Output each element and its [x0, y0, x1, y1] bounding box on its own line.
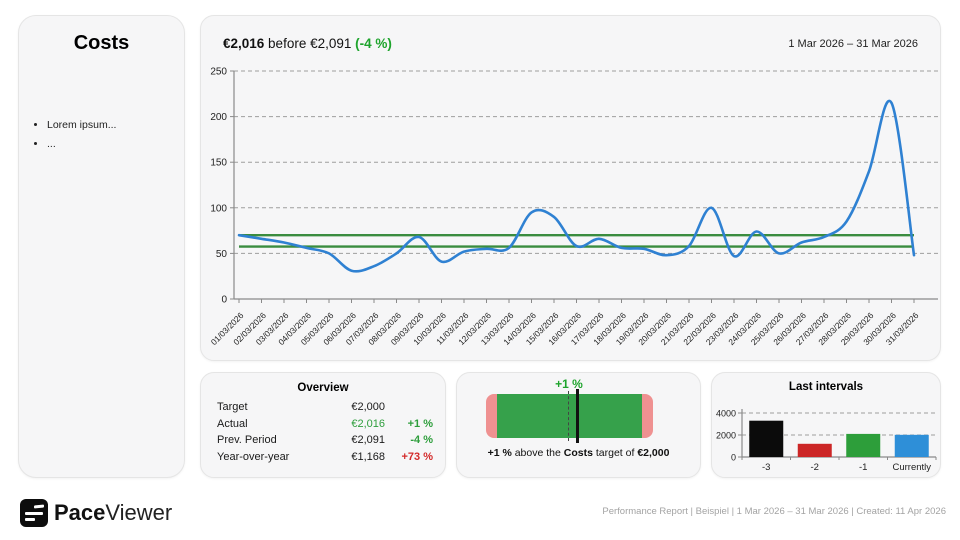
date-range-label: 1 Mar 2026 – 31 Mar 2026: [788, 38, 918, 50]
sidebar-costs-panel: Costs Lorem ipsum... ...: [18, 15, 185, 478]
y-tick-label: 2000: [716, 431, 736, 441]
bullet-item: Lorem ipsum...: [47, 119, 178, 131]
row-pct: +1 %: [407, 417, 433, 430]
gauge-delta-label: +1 %: [555, 377, 583, 391]
last-intervals-bar-chart: 0 2000 4000 -3 -2 -1 Currently: [716, 409, 937, 473]
caption-segment: €2,000: [637, 447, 670, 459]
chart-summary: €2,016 before €2,091 (-4 %): [223, 36, 392, 51]
overview-table: Target €2,000 Actual €2,016 +1 % Prev. P…: [217, 401, 433, 463]
row-value: €2,016: [351, 417, 385, 430]
row-value: €2,000: [351, 401, 385, 413]
y-tick-label: 150: [210, 158, 227, 169]
row-value: €1,168: [351, 450, 385, 463]
y-tick-label: 4000: [716, 409, 736, 419]
gauge-bar: [486, 389, 653, 443]
x-category-label: Currently: [892, 462, 931, 473]
summary-mid-text: before: [264, 36, 311, 51]
sidebar-title: Costs: [73, 32, 130, 54]
previous-value: €2,091: [310, 36, 352, 51]
row-pct: +73 %: [401, 450, 434, 463]
row-label: Prev. Period: [217, 434, 277, 446]
x-category-label: -2: [811, 462, 819, 473]
y-tick-label: 200: [210, 112, 227, 123]
row-pct: -4 %: [410, 434, 433, 446]
paceviewer-icon: [20, 499, 48, 527]
sidebar-bullet-list: Lorem ipsum... ...: [21, 119, 178, 150]
overview-panel: Overview Target €2,000 Actual €2,016 +1 …: [200, 372, 446, 478]
intervals-title: Last intervals: [788, 381, 864, 393]
caption-segment: above the: [511, 447, 564, 459]
bullet-item: ...: [47, 138, 178, 150]
caption-segment: target of: [592, 447, 638, 459]
brand-name-bold: Pace: [54, 500, 106, 525]
row-label: Actual: [217, 417, 248, 430]
bar--3: [749, 420, 784, 457]
costs-chart-panel: €2,016 before €2,091 (-4 %) 1 Mar 2026 –…: [200, 15, 941, 361]
y-tick-label: 250: [210, 67, 227, 78]
caption-segment: Costs: [563, 447, 593, 459]
row-value: €2,091: [351, 434, 385, 446]
brand-logo: PaceViewer: [20, 499, 172, 527]
row-pct: [385, 401, 433, 413]
row-label: Year-over-year: [217, 450, 290, 463]
y-tick-label: 0: [731, 453, 736, 463]
gauge-actual-marker: [576, 389, 579, 443]
report-meta-text: Performance Report | Beispiel | 1 Mar 20…: [602, 506, 946, 517]
y-tick-label: 100: [210, 203, 227, 214]
brand-name-light: Viewer: [105, 500, 173, 525]
target-gauge-panel: +1 % +1 % above the Costs target of €2,0…: [456, 372, 701, 478]
brand-name: PaceViewer: [54, 500, 172, 526]
gauge-green-zone: [497, 394, 642, 438]
x-category-label: -3: [762, 462, 770, 473]
last-intervals-panel: Last intervals 0 2000 4000 -3 -2 -1 Currently: [711, 372, 941, 478]
y-tick-label: 50: [216, 249, 228, 260]
bar--2: [797, 443, 832, 457]
costs-line-chart: 05010015020025001/03/202602/03/202603/03…: [209, 67, 938, 347]
delta-badge: (-4 %): [355, 36, 392, 51]
row-label: Target: [217, 401, 248, 413]
gauge-caption: +1 % above the Costs target of €2,000: [457, 447, 700, 459]
overview-title: Overview: [297, 382, 349, 394]
costs-data-line: [237, 99, 916, 273]
caption-segment: +1 %: [487, 447, 512, 459]
x-category-label: -1: [859, 462, 867, 473]
gauge-target-marker: [568, 391, 569, 441]
y-tick-label: 0: [221, 295, 227, 306]
bar-Currently: [894, 434, 929, 457]
actual-value: €2,016: [223, 36, 265, 51]
bar--1: [846, 433, 881, 457]
